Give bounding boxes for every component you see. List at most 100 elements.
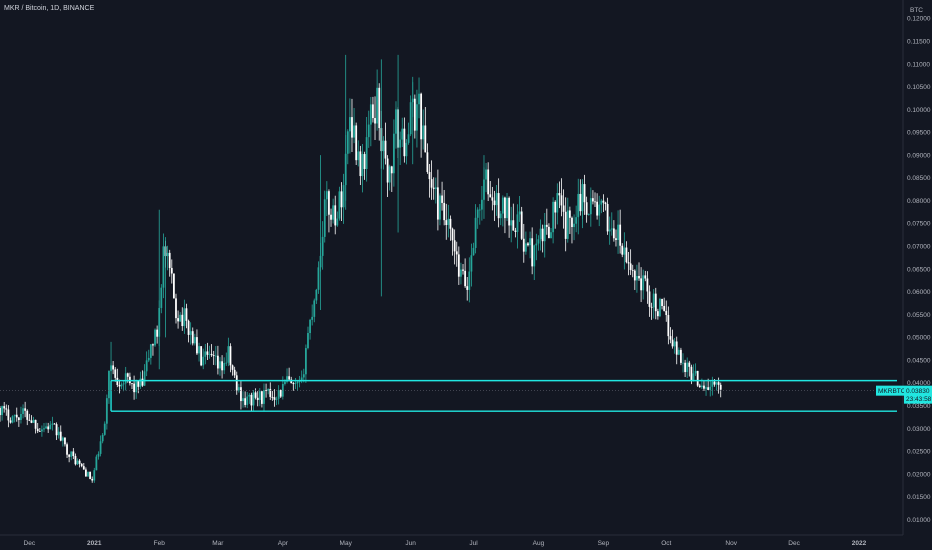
candle-body — [476, 209, 479, 218]
x-tick-label: Jun — [405, 540, 416, 547]
candle-body — [703, 385, 705, 389]
x-tick-label: Apr — [278, 540, 289, 547]
candle-body — [384, 140, 387, 159]
candle-body — [367, 124, 370, 138]
candle-body — [330, 214, 332, 220]
candle-body — [514, 230, 517, 232]
y-tick-label: 0.04000 — [907, 380, 931, 387]
x-tick-label: May — [340, 540, 353, 547]
candle-body — [369, 104, 372, 125]
candle-body — [28, 419, 31, 421]
candle-body — [82, 466, 85, 470]
candle-body — [9, 420, 12, 423]
candle-body — [407, 134, 410, 143]
candle-body — [17, 417, 20, 420]
candle-body — [462, 269, 464, 271]
candle-body — [357, 151, 360, 161]
candle-body — [719, 384, 722, 390]
candle-body — [294, 383, 297, 385]
candle-body — [202, 356, 205, 366]
candle-body — [206, 351, 209, 355]
candle-body — [342, 185, 345, 208]
candle-body — [267, 388, 270, 391]
candle-body — [363, 154, 366, 169]
candle-body — [208, 353, 211, 355]
candle-body — [189, 331, 192, 335]
candle-body — [120, 384, 123, 387]
candle-body — [497, 193, 500, 219]
candle-body — [675, 341, 678, 355]
candle-body — [392, 133, 395, 174]
candle-body — [474, 217, 477, 248]
candle-body — [390, 166, 393, 174]
candle-body — [200, 346, 203, 366]
candle-body — [313, 300, 316, 317]
candle-body — [1, 406, 3, 416]
y-tick-label: 0.08500 — [907, 175, 931, 182]
candle-body — [34, 419, 37, 429]
candle-body — [535, 243, 538, 246]
candle-body — [466, 286, 469, 290]
symbol-tag: MKRBTC — [878, 388, 906, 395]
candle-body — [436, 187, 439, 220]
candles-layer — [0, 54, 722, 483]
candle-body — [460, 269, 462, 277]
candle-body — [686, 362, 689, 373]
time-axis[interactable]: Dec 2021 Feb Mar Apr May Jun Jul Aug Sep Oct Nov Dec… — [24, 540, 867, 547]
candle-body — [627, 262, 630, 264]
y-tick-label: 0.05000 — [907, 335, 931, 342]
candle-body — [49, 424, 52, 430]
candle-body — [147, 357, 150, 361]
candle-body — [457, 254, 460, 277]
candle-body — [66, 444, 68, 455]
candle-body — [518, 211, 521, 215]
candle-body — [263, 390, 265, 404]
y-tick-label: 0.12000 — [907, 16, 931, 23]
candle-body — [307, 333, 309, 349]
candle-body — [116, 377, 119, 385]
candle-body — [185, 308, 188, 321]
candle-body — [13, 414, 16, 417]
candle-body — [51, 423, 54, 425]
price-axis[interactable]: 0.12000 0.11500 0.11000 0.10500 0.10000 0.095… — [907, 16, 931, 524]
candle-body — [464, 270, 467, 287]
candle-body — [566, 210, 569, 239]
candle-body — [353, 125, 355, 138]
candle-body — [455, 251, 458, 255]
candle-body — [395, 109, 397, 134]
candle-body — [323, 199, 326, 237]
candle-body — [661, 298, 663, 306]
candle-body — [621, 245, 624, 255]
candle-body — [74, 455, 77, 465]
candle-body — [640, 278, 643, 291]
candle-body — [428, 172, 431, 180]
symbol-tag-bg — [876, 385, 904, 396]
x-tick-label: Sep — [598, 540, 610, 547]
candle-body — [162, 246, 165, 288]
candle-body — [5, 408, 8, 410]
candle-body — [108, 370, 110, 399]
candle-body — [499, 213, 502, 219]
candle-body — [80, 463, 83, 467]
candle-body — [707, 387, 710, 390]
candle-body — [204, 351, 207, 357]
candle-body — [434, 187, 437, 189]
candle-body — [361, 154, 364, 177]
candle-body — [221, 361, 223, 371]
last-price-tag-bg — [904, 385, 932, 404]
candle-body — [560, 195, 563, 206]
candle-body — [413, 98, 416, 131]
y-tick-label: 0.03500 — [907, 403, 931, 410]
candle-body — [539, 228, 542, 240]
y-tick-label: 0.08000 — [907, 198, 931, 205]
candle-body — [137, 381, 140, 387]
candle-body — [617, 224, 619, 240]
candle-body — [529, 238, 531, 246]
candle-body — [491, 197, 494, 201]
y-tick-label: 0.11000 — [907, 61, 930, 68]
candle-body — [554, 201, 557, 213]
candle-body — [328, 191, 330, 215]
candle-body — [600, 200, 603, 205]
candle-body — [577, 193, 580, 218]
